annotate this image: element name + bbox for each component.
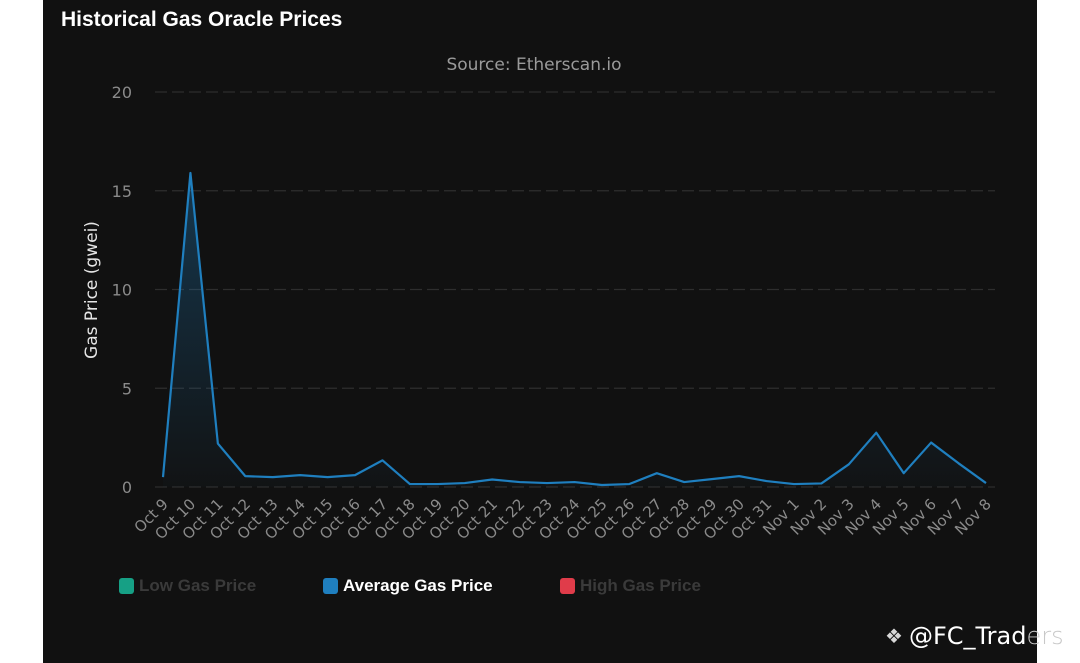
y-tick-label: 15 [112, 182, 132, 201]
data-point[interactable] [324, 473, 332, 481]
data-point[interactable] [543, 479, 551, 487]
legend-item-high[interactable]: High Gas Price [560, 576, 701, 596]
data-point[interactable] [625, 480, 633, 488]
data-point[interactable] [763, 477, 771, 485]
legend-item-low[interactable]: Low Gas Price [119, 576, 256, 596]
legend-label-high: High Gas Price [580, 576, 701, 595]
y-axis-ticks: 0 5 10 15 20 [112, 83, 132, 497]
series-area [163, 172, 986, 487]
chart-subtitle: Source: Etherscan.io [446, 55, 621, 75]
data-point[interactable] [296, 471, 304, 479]
data-point[interactable] [406, 480, 414, 488]
data-point[interactable] [516, 478, 524, 486]
binance-logo-icon: ❖ [885, 624, 903, 648]
data-point[interactable] [872, 429, 880, 437]
data-point[interactable] [845, 460, 853, 468]
high-swatch-icon [560, 578, 575, 594]
data-point[interactable] [378, 456, 386, 464]
data-point[interactable] [735, 472, 743, 480]
data-point[interactable] [927, 439, 935, 447]
data-point[interactable] [790, 480, 798, 488]
series-line-average [161, 171, 987, 487]
y-axis-label: Gas Price (gwei) [82, 221, 102, 359]
data-point[interactable] [186, 169, 194, 177]
legend-label-average: Average Gas Price [343, 576, 493, 595]
watermark-handle: @FC_Trad [908, 622, 1027, 650]
data-point[interactable] [488, 475, 496, 483]
data-point[interactable] [653, 469, 661, 477]
chart-panel [43, 0, 1037, 663]
data-point[interactable] [680, 478, 688, 486]
y-tick-label: 20 [112, 83, 132, 102]
watermark-handle-tail: ers [1026, 622, 1064, 650]
legend-item-average[interactable]: Average Gas Price [323, 576, 493, 596]
data-point[interactable] [269, 473, 277, 481]
data-point[interactable] [241, 472, 249, 480]
legend-label-low: Low Gas Price [139, 576, 257, 595]
low-swatch-icon [119, 578, 134, 594]
data-point[interactable] [598, 481, 606, 489]
y-tick-label: 10 [112, 281, 132, 300]
data-point[interactable] [351, 471, 359, 479]
y-tick-label: 5 [122, 379, 132, 398]
data-point[interactable] [982, 479, 990, 487]
data-point[interactable] [708, 475, 716, 483]
grid-lines [155, 91, 995, 488]
data-point[interactable] [433, 480, 441, 488]
data-point[interactable] [571, 478, 579, 486]
data-point[interactable] [461, 479, 469, 487]
average-swatch-icon [323, 578, 338, 594]
data-point[interactable] [159, 473, 167, 481]
chart-title: Historical Gas Oracle Prices [61, 8, 343, 31]
y-tick-label: 0 [122, 478, 132, 497]
watermark: ❖ @FC_Trad ers [885, 622, 1064, 650]
data-point[interactable] [817, 479, 825, 487]
data-point[interactable] [955, 459, 963, 467]
data-point[interactable] [214, 440, 222, 448]
data-point[interactable] [900, 469, 908, 477]
series-layer [159, 169, 990, 489]
